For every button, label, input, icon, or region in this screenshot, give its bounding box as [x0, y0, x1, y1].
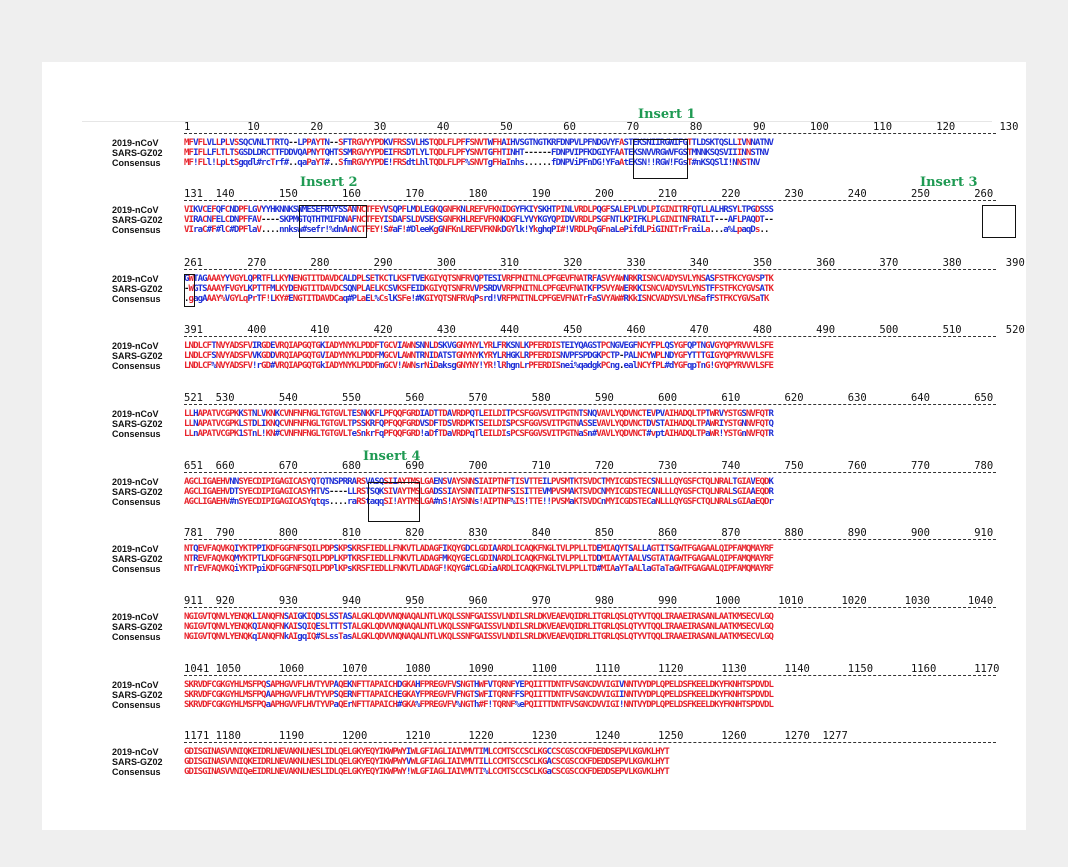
sequence-residues: NTrEVFAQVKQiYKTPpiKDFGGFNFSQILPDPlKPsKRS…	[184, 564, 774, 574]
insert-1-label: Insert 1	[638, 107, 696, 122]
sequence-label: Consensus	[112, 564, 161, 574]
sequence-label: SARS-GZ02	[112, 487, 163, 497]
sequence-label: Consensus	[112, 361, 161, 371]
sequence-label: 2019-nCoV	[112, 409, 159, 419]
sequence-residues: NTQEVFAQVKQIYKTPPIKDFGGFNFSQILPDPSKPSKRS…	[184, 544, 774, 554]
position-ruler-numbers: 911 920 930 940 950 960 970 980 990 1000…	[184, 595, 994, 607]
sequence-label: Consensus	[112, 158, 161, 168]
position-ruler-line	[184, 675, 996, 676]
sequence-residues: GDISGINASVVNIQKEIDRLNEVAKNLNESLIDLQELGKY…	[184, 757, 670, 767]
position-ruler-numbers: 1171 1180 1190 1200 1210 1220 1230 1240 …	[184, 730, 848, 742]
sequence-residues: .gagAAAY%VGYLqPrTF!LKY#ENGTITDAVDCaq#PLa…	[184, 294, 769, 304]
sequence-label: 2019-nCoV	[112, 477, 159, 487]
position-ruler-numbers: 651 660 670 680 690 700 710 720 730 740 …	[184, 460, 994, 472]
insert-4-label: Insert 4	[363, 449, 421, 464]
insert-2-label: Insert 2	[300, 175, 358, 190]
sequence-residues: -WGTSAAAYFVGYLKPTTFMLKYDENGTITDAVDCSQNPL…	[184, 284, 774, 294]
insert-4-box	[368, 482, 420, 522]
position-ruler-line	[184, 269, 996, 270]
sequence-residues: LLHAPATVCGPKKSTNLVKNKCVNFNFNGLTGTGVLTESN…	[184, 409, 774, 419]
sequence-label: 2019-nCoV	[112, 341, 159, 351]
position-ruler-numbers: 131 140 150 160 170 180 190 200 210 220 …	[184, 188, 994, 200]
sequence-label: Consensus	[112, 767, 161, 777]
sequence-label: SARS-GZ02	[112, 690, 163, 700]
position-ruler-line	[184, 742, 996, 743]
position-ruler-numbers: 1041 1050 1060 1070 1080 1090 1100 1110 …	[184, 663, 1000, 675]
sequence-residues: SKRVDFCGKGYHLMSFPQAAPHGVVFLHVTYVPSQERNFT…	[184, 690, 774, 700]
sequence-label: 2019-nCoV	[112, 747, 159, 757]
sequence-residues: VIKVCEFQFCNDPFLGVYYHKNNKSWMESEFRVYSSANNC…	[184, 205, 774, 215]
position-ruler-line	[184, 200, 996, 201]
sequence-label: 2019-nCoV	[112, 544, 159, 554]
position-ruler-numbers: 521 530 540 550 560 570 580 590 600 610 …	[184, 392, 994, 404]
sequence-residues: LNDLCF%NVYADSFV!rGD#VRQIAPGQTGkIADYNYKLP…	[184, 361, 774, 371]
sequence-residues: MFVFLVLLPLVSSQCVNLTTRTQ--LPPAYTN--SFTRGV…	[184, 138, 774, 148]
sequence-label: SARS-GZ02	[112, 757, 163, 767]
insert-1-box	[633, 139, 688, 179]
sequence-label: Consensus	[112, 700, 161, 710]
insert-3-box	[982, 205, 1016, 238]
sequence-residues: MFIFLLFLTLTSGSDLDRCTTFDDVQAPNYTQHTSSMRGV…	[184, 148, 769, 158]
insert-2-box	[299, 205, 367, 238]
position-ruler-line	[184, 133, 996, 134]
sequence-residues: LNDLCFTNVYADSFVIRGDEVRQIAPGQTGKIADYNYKLP…	[184, 341, 774, 351]
sequence-label: Consensus	[112, 429, 161, 439]
sequence-residues: SKRVDFCGKGYHLMSFPQSAPHGVVFLHVTYVPAQEKNFT…	[184, 680, 774, 690]
sequence-label: Consensus	[112, 294, 161, 304]
sequence-residues: LLNAPATVCGPKLSTDLIKNQCVNFNFNGLTGTGVLTPSS…	[184, 419, 774, 429]
insert-3-box-continued	[184, 274, 195, 307]
sequence-label: 2019-nCoV	[112, 274, 159, 284]
sequence-residues: VIraC#F#lC#DPFlaV....nnksw#sefr!%dnAnNCT…	[184, 225, 769, 235]
sequence-label: SARS-GZ02	[112, 622, 163, 632]
sequence-label: SARS-GZ02	[112, 419, 163, 429]
sequence-label: SARS-GZ02	[112, 351, 163, 361]
alignment-figure: 1 10 20 30 40 50 60 70 80 90 100 110 120…	[42, 62, 1026, 830]
position-ruler-line	[184, 472, 996, 473]
sequence-residues: SKRVDFCGKGYHLMSFPQaAPHGVVFLHVTYVPaQErNFT…	[184, 700, 774, 710]
sequence-label: 2019-nCoV	[112, 138, 159, 148]
sequence-residues: GDISGINASVVNIQKEIDRLNEVAKNLNESLIDLQELGKY…	[184, 747, 670, 757]
sequence-label: SARS-GZ02	[112, 148, 163, 158]
sequence-residues: NTREVFAQVKQMYKTPTLKDFGGFNFSQILPDPLKPTKRS…	[184, 554, 774, 564]
sequence-residues: NGIGVTQNVLYENQKQIANQFNKAISQIQESLTTTSTALG…	[184, 622, 774, 632]
sequence-label: SARS-GZ02	[112, 215, 163, 225]
sequence-label: 2019-nCoV	[112, 612, 159, 622]
position-ruler-line	[184, 336, 996, 337]
sequence-residues: GDISGINASVVNIQeEIDRLNEVAKNLNESLIDLQELGKY…	[184, 767, 670, 777]
sequence-residues: NGIGVTQNVLYENQKqIANQFNkAIgqIQ#SLssTasALG…	[184, 632, 774, 642]
position-ruler-line	[184, 404, 996, 405]
position-ruler-numbers: 1 10 20 30 40 50 60 70 80 90 100 110 120…	[184, 121, 1019, 133]
sequence-residues: LNDLCFSNVYADSFVVKGDDVRQIAPGQTGVIADYNYKLP…	[184, 351, 774, 361]
insert-3-label: Insert 3	[920, 175, 978, 190]
sequence-label: SARS-GZ02	[112, 284, 163, 294]
sequence-residues: AGCLIGAEHVDTSYECDIPIGAGICASYHTVS----LLRS…	[184, 487, 774, 497]
sequence-residues: AGCLIGAEHV#nSYECDIPIGAGICASYqtqs....raRS…	[184, 497, 774, 507]
sequence-residues: LLnAPATVCGPK1STnL!KN#CVNFNFNGLTGTGVLTeSn…	[184, 429, 774, 439]
position-ruler-numbers: 781 790 800 810 820 830 840 850 860 870 …	[184, 527, 994, 539]
sequence-residues: VIRACNFELCDNPFFAV----SKPMGTQTHTMIFDNAFNC…	[184, 215, 774, 225]
sequence-label: Consensus	[112, 225, 161, 235]
top-divider-line	[82, 121, 992, 122]
position-ruler-line	[184, 607, 996, 608]
sequence-label: Consensus	[112, 632, 161, 642]
position-ruler-numbers: 391 400 410 420 430 440 450 460 470 480 …	[184, 324, 1025, 336]
sequence-label: Consensus	[112, 497, 161, 507]
sequence-label: SARS-GZ02	[112, 554, 163, 564]
sequence-label: 2019-nCoV	[112, 205, 159, 215]
sequence-residues: MF!FLl!LpLtSgqdl#rcTrf#..qaPaYT#..SfmRGV…	[184, 158, 760, 168]
sequence-residues: AGCLIGAEHVNNSYECDIPIGAGICASYQTQTNSPRRARS…	[184, 477, 774, 487]
sequence-residues: NGIGVTQNVLYENQKLIANQFNSAIGKIQDSLSSTASALG…	[184, 612, 774, 622]
position-ruler-line	[184, 539, 996, 540]
sequence-label: 2019-nCoV	[112, 680, 159, 690]
sequence-residues: GWTAGAAAYYVGYLQPRTFLLKYNENGTITDAVDCALDPL…	[184, 274, 774, 284]
position-ruler-numbers: 261 270 280 290 300 310 320 330 340 350 …	[184, 257, 1025, 269]
